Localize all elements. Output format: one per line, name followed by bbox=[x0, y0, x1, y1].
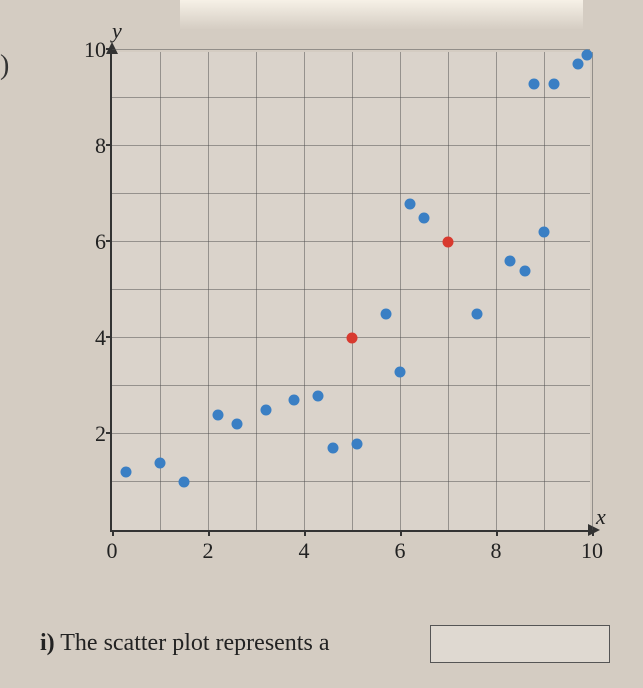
scatter-point bbox=[179, 477, 190, 488]
scatter-point bbox=[351, 438, 362, 449]
scatter-point bbox=[519, 265, 530, 276]
x-tick-label: 10 bbox=[581, 538, 603, 564]
scatter-point bbox=[471, 309, 482, 320]
question-body: The scatter plot represents a bbox=[60, 630, 329, 656]
scatter-point bbox=[505, 256, 516, 267]
gridline-horizontal bbox=[112, 97, 590, 98]
gridline-vertical bbox=[208, 52, 209, 530]
y-tick bbox=[106, 144, 112, 146]
x-tick-label: 6 bbox=[395, 538, 406, 564]
scatter-point bbox=[404, 198, 415, 209]
gridline-horizontal bbox=[112, 433, 590, 434]
y-axis-title: y bbox=[112, 18, 122, 44]
scatter-point bbox=[539, 227, 550, 238]
scatter-plot: y 0246810246810 bbox=[40, 10, 620, 610]
x-tick bbox=[400, 530, 402, 536]
gridline-horizontal bbox=[112, 241, 590, 242]
y-tick-label: 10 bbox=[78, 37, 106, 63]
y-tick bbox=[106, 48, 112, 50]
scatter-point bbox=[582, 49, 593, 60]
scatter-point bbox=[231, 419, 242, 430]
scatter-point bbox=[548, 78, 559, 89]
x-tick-label: 8 bbox=[491, 538, 502, 564]
scatter-point bbox=[572, 59, 583, 70]
gridline-horizontal bbox=[112, 145, 590, 146]
gridline-horizontal bbox=[112, 289, 590, 290]
gridline-vertical bbox=[256, 52, 257, 530]
gridline-vertical bbox=[304, 52, 305, 530]
question-text: i) The scatter plot represents a bbox=[40, 630, 329, 657]
x-tick bbox=[208, 530, 210, 536]
scatter-point bbox=[212, 409, 223, 420]
scatter-point bbox=[260, 405, 271, 416]
gridline-vertical bbox=[544, 52, 545, 530]
list-marker-paren: ) bbox=[0, 50, 9, 82]
scatter-point bbox=[419, 213, 430, 224]
x-tick-label: 0 bbox=[107, 538, 118, 564]
scatter-point bbox=[380, 309, 391, 320]
gridline-vertical bbox=[400, 52, 401, 530]
y-tick-label: 4 bbox=[78, 325, 106, 351]
plot-area: 0246810246810 bbox=[110, 52, 590, 532]
x-tick bbox=[304, 530, 306, 536]
y-tick bbox=[106, 240, 112, 242]
scatter-point bbox=[289, 395, 300, 406]
scatter-point bbox=[443, 237, 454, 248]
question-number: i) bbox=[40, 630, 55, 656]
x-tick bbox=[592, 530, 594, 536]
y-tick-label: 6 bbox=[78, 229, 106, 255]
gridline-horizontal bbox=[112, 49, 590, 50]
gridline-horizontal bbox=[112, 385, 590, 386]
scatter-point bbox=[155, 457, 166, 468]
x-tick bbox=[496, 530, 498, 536]
scatter-point bbox=[395, 366, 406, 377]
scatter-point bbox=[347, 333, 358, 344]
y-tick-label: 8 bbox=[78, 133, 106, 159]
gridline-horizontal bbox=[112, 193, 590, 194]
x-tick-label: 4 bbox=[299, 538, 310, 564]
answer-input[interactable] bbox=[430, 625, 610, 663]
y-tick-label: 2 bbox=[78, 421, 106, 447]
scatter-point bbox=[327, 443, 338, 454]
scatter-point bbox=[529, 78, 540, 89]
x-tick-label: 2 bbox=[203, 538, 214, 564]
gridline-vertical bbox=[448, 52, 449, 530]
gridline-vertical bbox=[592, 52, 593, 530]
y-tick bbox=[106, 336, 112, 338]
x-tick bbox=[112, 530, 114, 536]
gridline-vertical bbox=[496, 52, 497, 530]
y-tick bbox=[106, 432, 112, 434]
scatter-point bbox=[121, 467, 132, 478]
gridline-vertical bbox=[352, 52, 353, 530]
scatter-point bbox=[313, 390, 324, 401]
x-axis-title: x bbox=[596, 504, 606, 530]
